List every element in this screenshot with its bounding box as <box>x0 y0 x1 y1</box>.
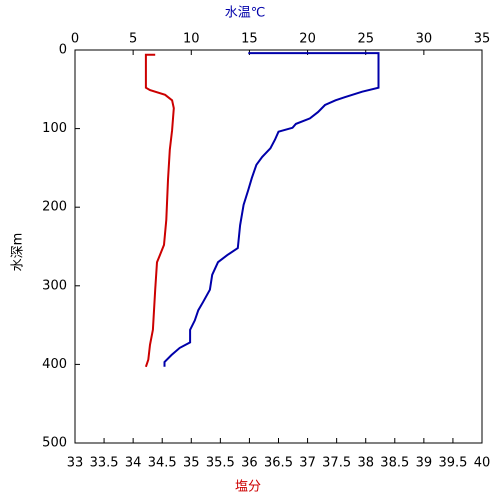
x2-axis-title: 水温℃ <box>225 6 266 21</box>
y-tick-label: 500 <box>42 436 67 451</box>
y-tick-label: 300 <box>42 278 67 293</box>
y-tick-label: 100 <box>42 121 67 136</box>
profile-line <box>144 53 175 368</box>
x-tick-label: 33.5 <box>90 456 119 471</box>
x-tick-label: 33 <box>67 456 84 471</box>
x2-tick-label: 10 <box>183 32 200 47</box>
x2-tick-label: 5 <box>129 32 137 47</box>
x-tick-label: 40 <box>474 456 491 471</box>
x-tick-label: 39 <box>416 456 433 471</box>
x-tick-label: 34 <box>125 456 142 471</box>
x-tick-label: 35 <box>183 456 200 471</box>
x-tick-label: 38 <box>357 456 374 471</box>
x-tick-label: 34.5 <box>148 456 177 471</box>
x-tick-label: 38.5 <box>380 456 409 471</box>
x-tick-label: 37 <box>299 456 316 471</box>
x2-tick-label: 20 <box>299 32 316 47</box>
x-tick-label: 36 <box>241 456 258 471</box>
y-axis-title: 水深m <box>11 233 26 272</box>
x2-tick-label: 25 <box>357 32 374 47</box>
x-tick-label: 37.5 <box>322 456 351 471</box>
x2-tick-label: 35 <box>474 32 491 47</box>
x-axis-title: 塩分 <box>235 480 261 495</box>
x2-tick-label: 15 <box>241 32 258 47</box>
y-tick-label: 400 <box>42 357 67 372</box>
x-tick-label: 36.5 <box>264 456 293 471</box>
plot-frame <box>74 49 483 444</box>
x2-tick-label: 30 <box>416 32 433 47</box>
y-tick-label: 200 <box>42 200 67 215</box>
profile-line <box>163 52 380 367</box>
x2-tick-label: 0 <box>71 32 79 47</box>
y-tick-label: 0 <box>59 43 67 58</box>
x-tick-label: 35.5 <box>206 456 235 471</box>
x-tick-label: 39.5 <box>438 456 467 471</box>
